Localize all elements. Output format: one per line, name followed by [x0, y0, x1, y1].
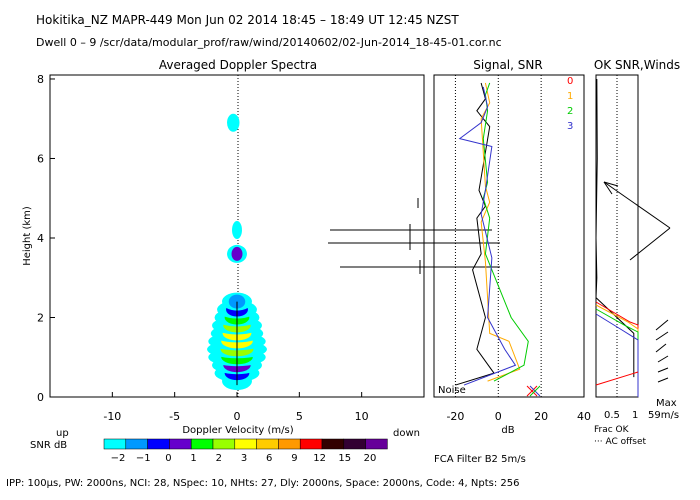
- max-label: Max: [656, 398, 677, 409]
- snr-title: Signal, SNR: [473, 58, 542, 72]
- colorbar-tick-label: 3: [241, 453, 247, 464]
- spectra-title: Averaged Doppler Spectra: [159, 58, 317, 72]
- legend-item-3: 3: [567, 121, 573, 132]
- snr-series-line: [480, 82, 521, 382]
- colorbar-label: SNR dB: [30, 440, 67, 451]
- winds-panel: 0.5 1 Frac OK ··· AC offset Max 59m/s: [594, 74, 679, 447]
- colorbar-tick-label: 12: [313, 453, 326, 464]
- spectra-cells: [207, 113, 267, 391]
- max-value: 59m/s: [648, 410, 679, 421]
- height-axis-label: Height (km): [22, 206, 33, 266]
- fca-filter-label: FCA Filter B2 5m/s: [434, 454, 526, 465]
- wind-bars: [328, 198, 500, 274]
- colorbar-tick-label: 0: [165, 453, 171, 464]
- colorbar-swatch: [256, 438, 279, 450]
- frac-tick-1: 1: [632, 410, 638, 421]
- colorbar-tick-label: 6: [266, 453, 272, 464]
- colorbar-swatch: [234, 438, 257, 450]
- snr-series: [455, 82, 529, 386]
- colorbar-swatch: [147, 438, 170, 450]
- noise-marker: [526, 385, 541, 397]
- height-tick-label: 4: [37, 232, 44, 245]
- legend-title: OK SNR,Winds: [594, 58, 680, 72]
- snr-tick-label: 0: [495, 410, 502, 423]
- snr-panel: Signal, SNR -20 0 20 40 dB Noise: [433, 58, 591, 436]
- colorbar-tick-label: −1: [136, 453, 151, 464]
- velocity-tick-label: 5: [296, 410, 303, 423]
- colorbar-tick-label: 1: [190, 453, 196, 464]
- noise-label: Noise: [438, 385, 466, 396]
- ac-offset-note: ··· AC offset: [594, 437, 647, 447]
- height-tick-label: 2: [37, 311, 44, 324]
- velocity-tick-label: -10: [103, 410, 121, 423]
- snr-tick-label: -20: [446, 410, 464, 423]
- spectra-cell: [232, 221, 242, 240]
- snr-axis-label: dB: [501, 425, 514, 436]
- down-label: down: [393, 428, 420, 439]
- colorbar-swatch: [103, 438, 127, 450]
- spectra-cell-core: [231, 246, 243, 261]
- colorbar-swatch: [278, 438, 301, 450]
- snr-series-line: [458, 86, 517, 386]
- colorbar-tick-label: 20: [364, 453, 377, 464]
- colorbar-swatch: [190, 438, 214, 450]
- signal-line: [455, 82, 495, 386]
- wind-arrows: [603, 181, 671, 383]
- snr-plot-box: [433, 74, 585, 398]
- colorbar-swatch: [299, 438, 323, 450]
- velocity-tick-label: 0: [234, 410, 241, 423]
- colorbar-tick-label: −2: [111, 453, 126, 464]
- height-axis-ticks: 0 2 4 6 8: [37, 73, 55, 404]
- velocity-axis-ticks: -10 -5 0 5 10: [103, 392, 369, 423]
- colorbar-swatch: [169, 438, 192, 450]
- header-title: Hokitika_NZ MAPR-449 Mon Jun 02 2014 18:…: [36, 13, 459, 27]
- frac-tick-05: 0.5: [604, 410, 620, 421]
- legend: OK SNR,Winds 0 1 2 3: [567, 58, 680, 132]
- legend-item-1: 1: [567, 91, 573, 102]
- legend-item-2: 2: [567, 106, 573, 117]
- velocity-tick-label: 10: [355, 410, 369, 423]
- velocity-tick-label: -5: [169, 410, 180, 423]
- snr-axis-ticks: -20 0 20 40: [446, 410, 591, 423]
- height-tick-label: 0: [37, 391, 44, 404]
- velocity-axis-label: Doppler Velocity (m/s): [182, 425, 293, 436]
- frac-ok-label: Frac OK: [594, 425, 630, 435]
- footer-params: IPP: 100μs, PW: 2000ns, NCI: 28, NSpec: …: [6, 478, 519, 489]
- colorbar-swatch: [343, 438, 366, 450]
- frac-series: [595, 78, 635, 378]
- height-tick-label: 8: [37, 73, 44, 86]
- header-dwell: Dwell 0 – 9 /scr/data/modular_prof/raw/w…: [36, 36, 502, 49]
- frac-ok-line: [595, 78, 635, 378]
- colorbar-tick-label: 2: [216, 453, 222, 464]
- colorbar-swatch: [212, 438, 236, 450]
- snr-gridlines: [454, 75, 542, 397]
- colorbar-tick-label: 15: [338, 453, 351, 464]
- spectra-cell: [227, 113, 240, 132]
- colorbar-swatch: [365, 438, 388, 450]
- colorbar-swatch: [125, 438, 148, 450]
- snr-colorbar: SNR dB −2 −1 0 1 2 3 6 9 12 15 20: [30, 438, 388, 464]
- up-label: up: [56, 428, 69, 439]
- colorbar-swatch: [321, 438, 345, 450]
- height-tick-label: 6: [37, 152, 44, 165]
- spectra-panel: Averaged Doppler Spectra 0 2 4 6 8 -10 -5 0 5 10…: [22, 58, 500, 439]
- snr-tick-label: 40: [577, 410, 591, 423]
- snr-tick-label: 20: [534, 410, 548, 423]
- legend-item-0: 0: [567, 76, 573, 87]
- colorbar-tick-label: 9: [291, 453, 297, 464]
